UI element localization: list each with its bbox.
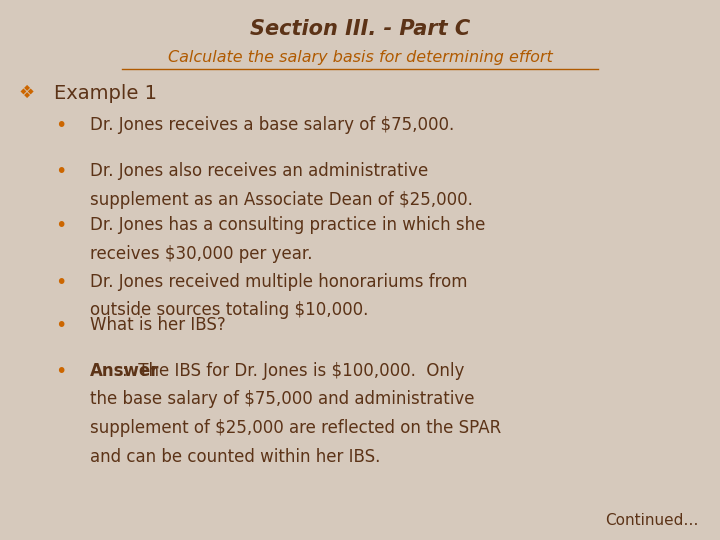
Text: Dr. Jones has a consulting practice in which she: Dr. Jones has a consulting practice in w… <box>90 216 485 234</box>
Text: Dr. Jones received multiple honorariums from: Dr. Jones received multiple honorariums … <box>90 273 467 291</box>
Text: Continued…: Continued… <box>605 513 698 528</box>
Text: •: • <box>55 216 67 235</box>
Text: Dr. Jones receives a base salary of $75,000.: Dr. Jones receives a base salary of $75,… <box>90 116 454 134</box>
Text: •: • <box>55 162 67 181</box>
Text: supplement of $25,000 are reflected on the SPAR: supplement of $25,000 are reflected on t… <box>90 419 501 437</box>
Text: •: • <box>55 362 67 381</box>
Text: Answer: Answer <box>90 362 160 380</box>
Text: •: • <box>55 116 67 135</box>
Text: Calculate the salary basis for determining effort: Calculate the salary basis for determini… <box>168 50 552 65</box>
Text: :  The IBS for Dr. Jones is $100,000.  Only: : The IBS for Dr. Jones is $100,000. Onl… <box>122 362 464 380</box>
Text: supplement as an Associate Dean of $25,000.: supplement as an Associate Dean of $25,0… <box>90 191 473 208</box>
Text: Section III. - Part C: Section III. - Part C <box>250 19 470 39</box>
Text: ❖: ❖ <box>18 84 34 102</box>
Text: outside sources totaling $10,000.: outside sources totaling $10,000. <box>90 301 369 319</box>
Text: and can be counted within her IBS.: and can be counted within her IBS. <box>90 448 380 465</box>
Text: Example 1: Example 1 <box>54 84 157 103</box>
Text: receives $30,000 per year.: receives $30,000 per year. <box>90 245 312 262</box>
Text: Dr. Jones also receives an administrative: Dr. Jones also receives an administrativ… <box>90 162 428 180</box>
Text: •: • <box>55 273 67 292</box>
Text: What is her IBS?: What is her IBS? <box>90 316 226 334</box>
Text: •: • <box>55 316 67 335</box>
Text: the base salary of $75,000 and administrative: the base salary of $75,000 and administr… <box>90 390 474 408</box>
